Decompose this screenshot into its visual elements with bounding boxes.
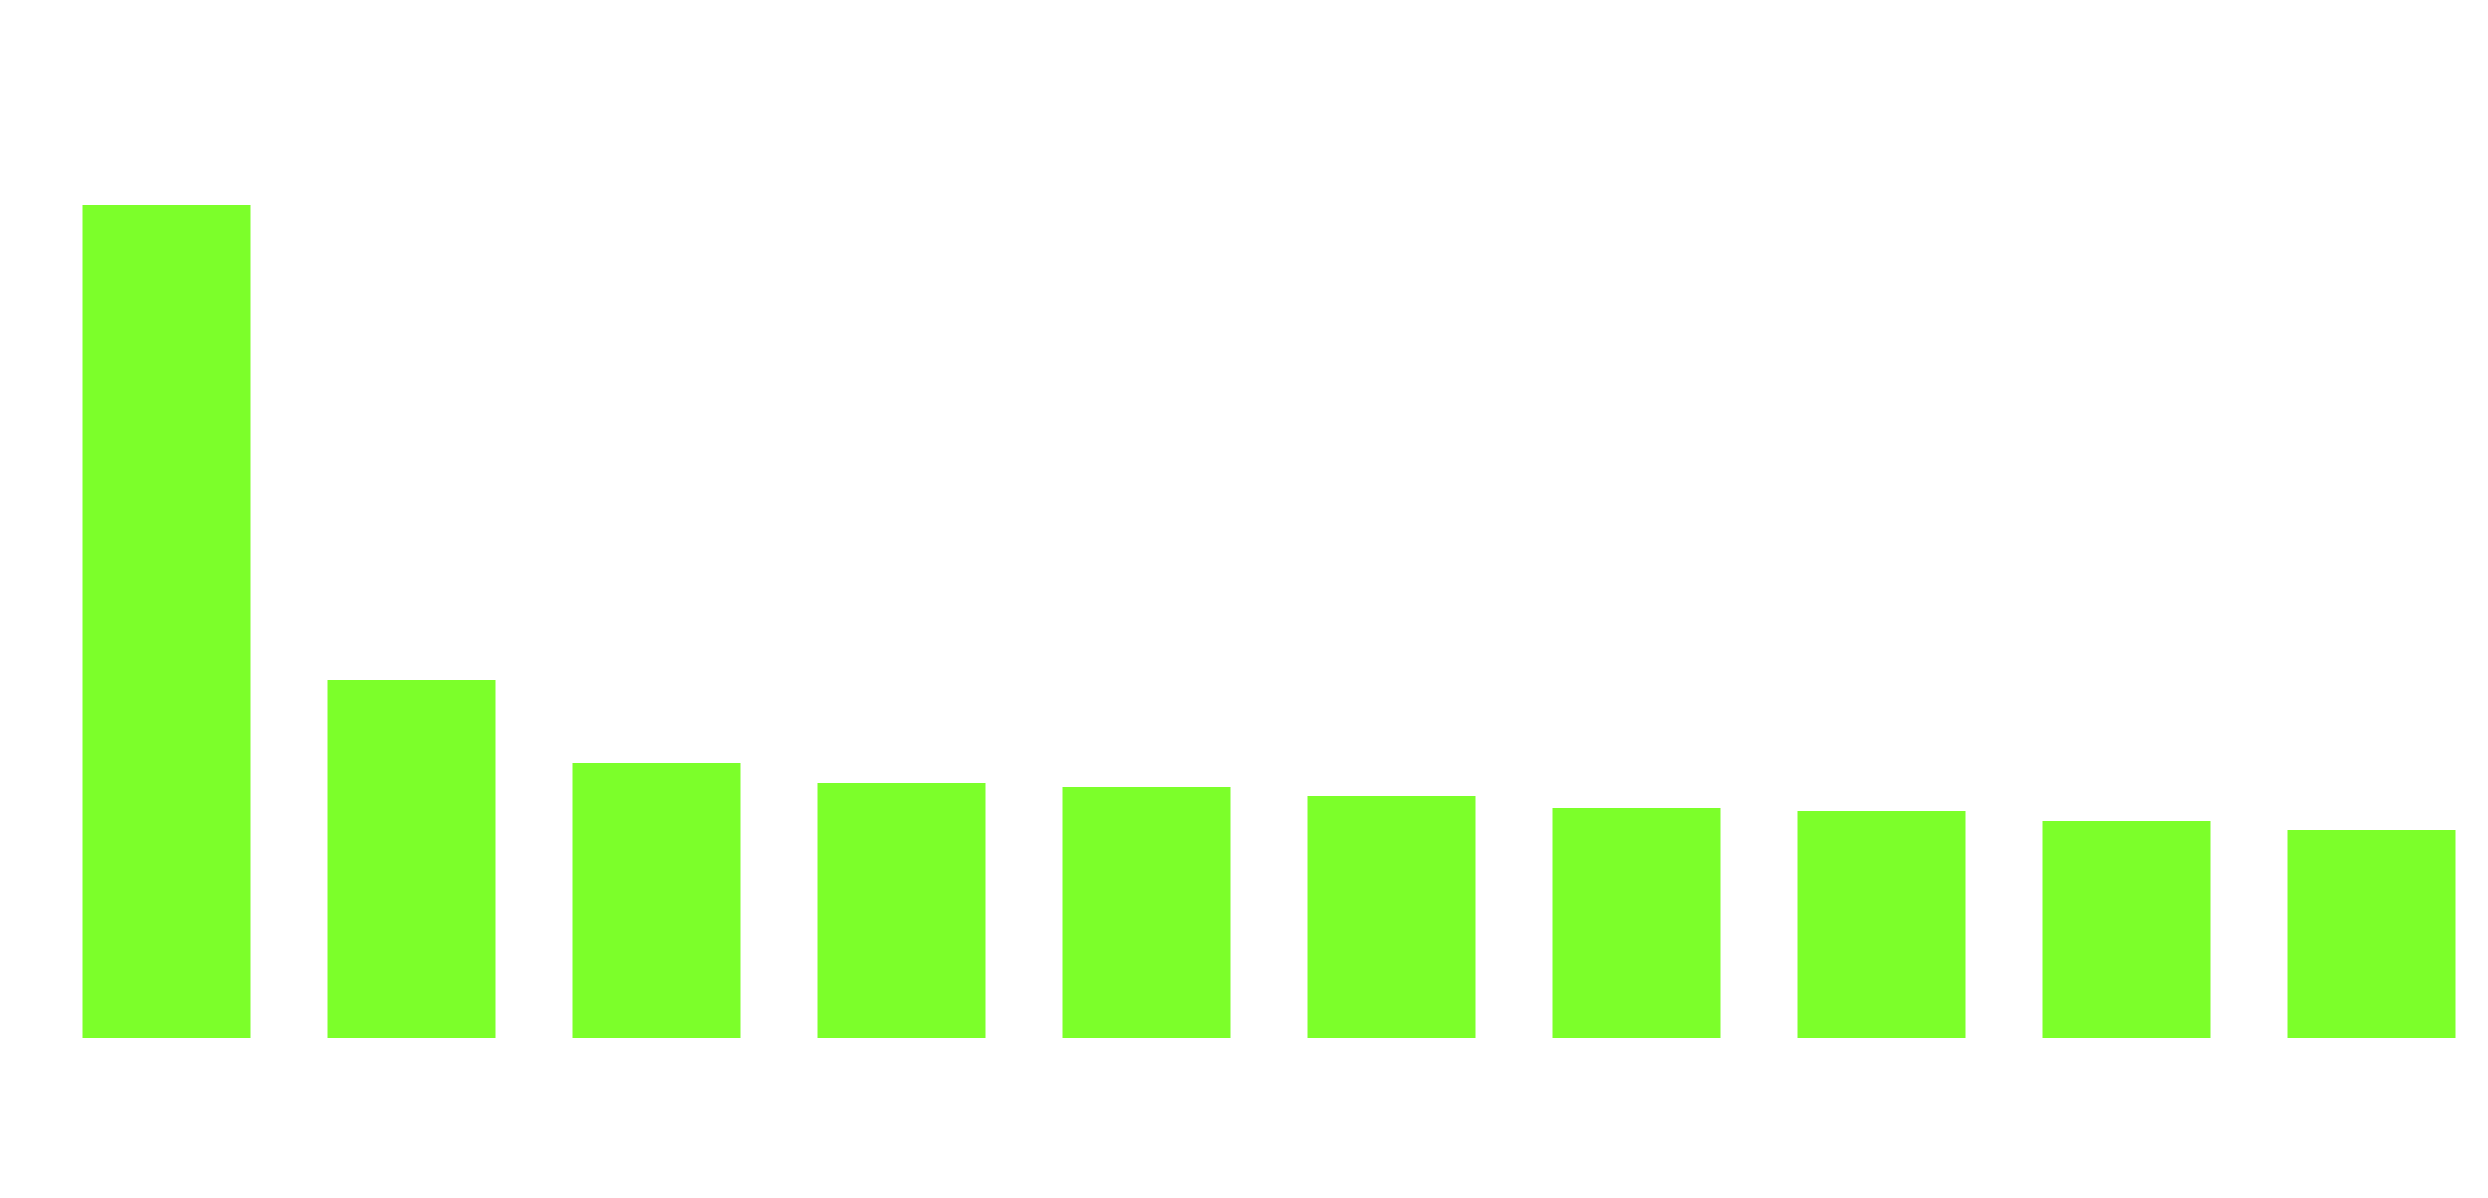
- bar: [817, 783, 986, 1038]
- bar: [572, 763, 741, 1038]
- bar: [2287, 830, 2456, 1038]
- bar: [1062, 787, 1231, 1038]
- bar: [1307, 796, 1476, 1038]
- bar: [1552, 808, 1721, 1038]
- bar: [2042, 821, 2211, 1038]
- bar: [1797, 811, 1966, 1038]
- bar: [327, 680, 496, 1038]
- bar: [82, 205, 251, 1038]
